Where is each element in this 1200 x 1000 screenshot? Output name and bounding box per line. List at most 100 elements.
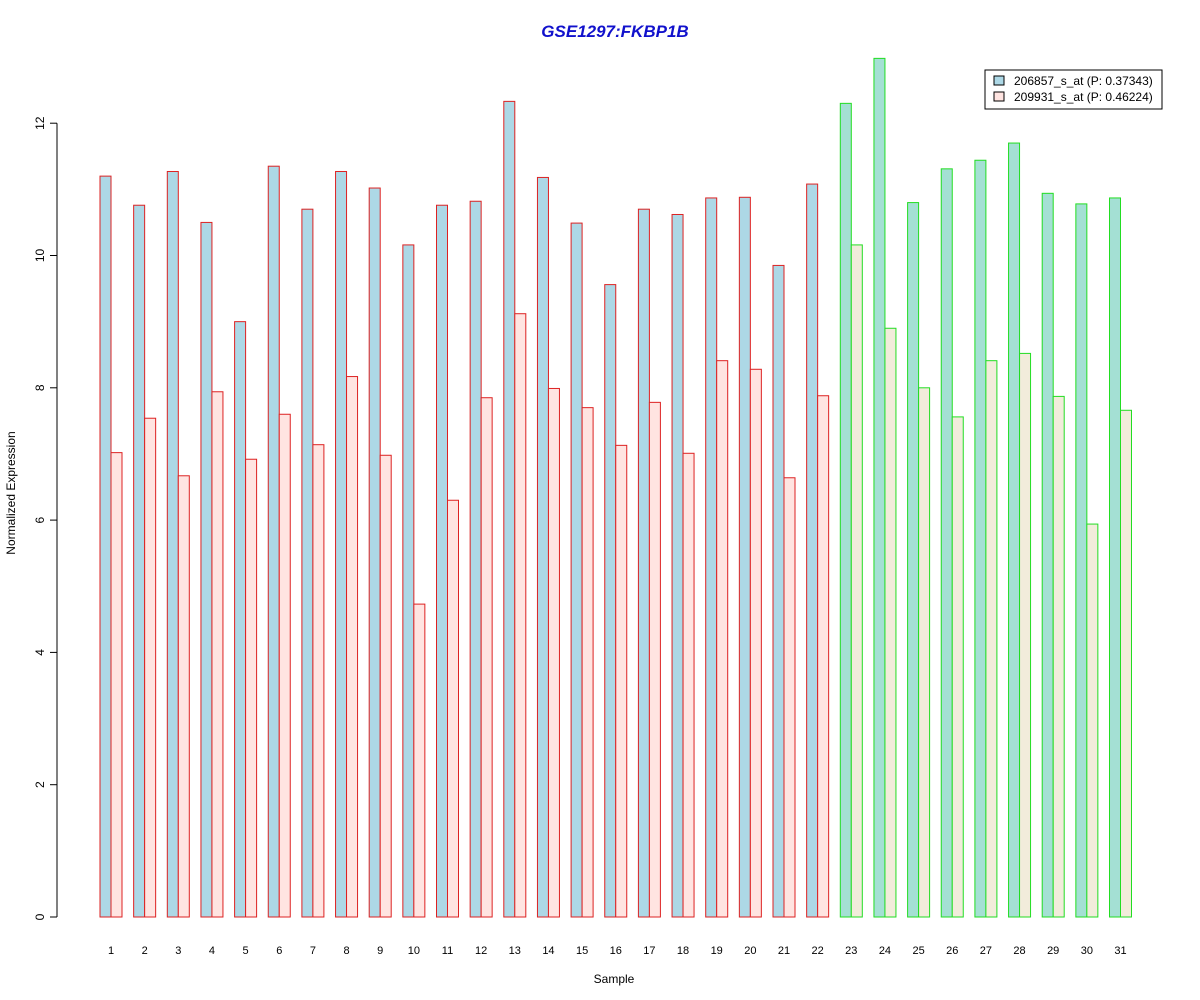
bar-series-2 [1086,523,1099,918]
x-tick-label: 20 [744,945,756,957]
bar-series-1 [974,159,987,918]
x-tick-label: 24 [879,945,891,957]
bar-series-1 [368,187,381,918]
legend-entry-label: 209931_s_at (P: 0.46224) [1014,90,1153,104]
x-tick-labels: 1 2 3 4 5 6 7 8 9 10 11 12 13 14 15 16 17 18 19 20 21 22 23 24 2… [108,945,1127,957]
legend-entry-label: 206857_s_at (P: 0.37343) [1014,74,1153,88]
x-tick-label: 3 [175,945,181,957]
bar-series-2 [884,327,897,918]
bar-series-1 [839,102,852,918]
x-axis-label: Sample [594,972,635,986]
legend: 206857_s_at (P: 0.37343) 209931_s_at (P:… [984,69,1163,110]
bar-series-2 [110,452,123,918]
bar-series-1 [940,168,953,918]
bar-series-2 [1120,409,1132,918]
y-tick-label: 8 [33,384,47,391]
x-tick-label: 26 [946,945,958,957]
bar-series-1 [1075,203,1088,918]
x-tick-label: 21 [778,945,790,957]
x-tick-label: 17 [643,945,655,957]
x-tick-label: 19 [711,945,723,957]
bar-series-2 [514,313,527,918]
x-tick-label: 5 [243,945,249,957]
y-tick-label: 4 [33,649,47,656]
x-tick-label: 4 [209,945,215,957]
bar-series-2 [817,395,830,918]
bar-series-2 [682,452,695,918]
bar-series-1 [200,221,213,918]
y-axis-label: Normalized Expression [4,431,18,554]
bar-series-2 [177,475,190,918]
x-tick-label: 23 [845,945,857,957]
bar-series-2 [312,444,325,918]
bar-series-1 [705,197,718,918]
bar-series-2 [1052,395,1065,918]
x-tick-label: 28 [1013,945,1025,957]
x-tick-label: 16 [610,945,622,957]
x-tick-label: 10 [408,945,420,957]
y-tick-label: 10 [33,249,47,263]
bar-series-1 [873,57,886,918]
bar-series-2 [918,387,931,918]
bar-series-2 [480,397,493,918]
bar-series-1 [436,204,448,918]
x-tick-label: 8 [343,945,349,957]
bar-series-1 [1041,192,1054,918]
bar-series-1 [637,208,650,918]
bar-series-1 [1008,142,1021,918]
legend-swatch [993,75,1005,86]
bar-series-1 [402,244,415,918]
x-tick-label: 12 [475,945,487,957]
y-tick-label: 6 [33,516,47,523]
x-tick-label: 7 [310,945,316,957]
bar-series-1 [469,200,482,918]
x-tick-label: 2 [142,945,148,957]
bars [99,57,1132,918]
x-tick-label: 31 [1114,945,1126,957]
bar-series-1 [772,264,785,918]
bar-series-1 [604,284,617,918]
bar-series-1 [234,321,247,918]
y-tick-label: 2 [33,781,47,788]
chart-title: GSE1297:FKBP1B [541,22,688,41]
bar-series-2 [1019,352,1032,918]
bar-series-2 [278,413,291,918]
bar-series-1 [503,100,516,918]
x-tick-label: 27 [980,945,992,957]
bar-series-2 [716,360,729,918]
bar-series-1 [99,175,112,918]
bar-series-1 [907,202,920,918]
bar-series-1 [738,196,751,918]
bar-series-2 [413,603,426,918]
bar-series-2 [581,407,594,918]
x-tick-label: 18 [677,945,689,957]
y-tick-label: 0 [33,913,47,920]
bar-series-2 [211,391,224,918]
bar-series-1 [301,208,314,918]
bar-series-2 [615,444,628,918]
bar-series-1 [806,183,819,918]
x-tick-label: 30 [1081,945,1093,957]
x-tick-label: 29 [1047,945,1059,957]
y-tick-label: 12 [33,116,47,130]
bar-series-2 [783,477,796,918]
x-tick-label: 1 [108,945,114,957]
bar-series-1 [166,170,179,918]
y-axis: 0 2 4 6 8 10 12 [33,116,58,920]
x-tick-label: 14 [542,945,554,957]
bar-series-1 [267,165,280,918]
x-tick-label: 13 [509,945,521,957]
legend-box [984,69,1163,110]
bar-series-2 [144,417,157,918]
bar-series-1 [335,170,348,918]
legend-swatch [993,91,1005,102]
bar-series-1 [570,222,583,918]
bar-series-1 [671,213,684,918]
bar-series-2 [547,387,560,918]
bar-series-1 [133,204,146,918]
bar-series-1 [536,176,549,918]
x-tick-label: 25 [912,945,924,957]
bar-series-2 [379,454,392,918]
